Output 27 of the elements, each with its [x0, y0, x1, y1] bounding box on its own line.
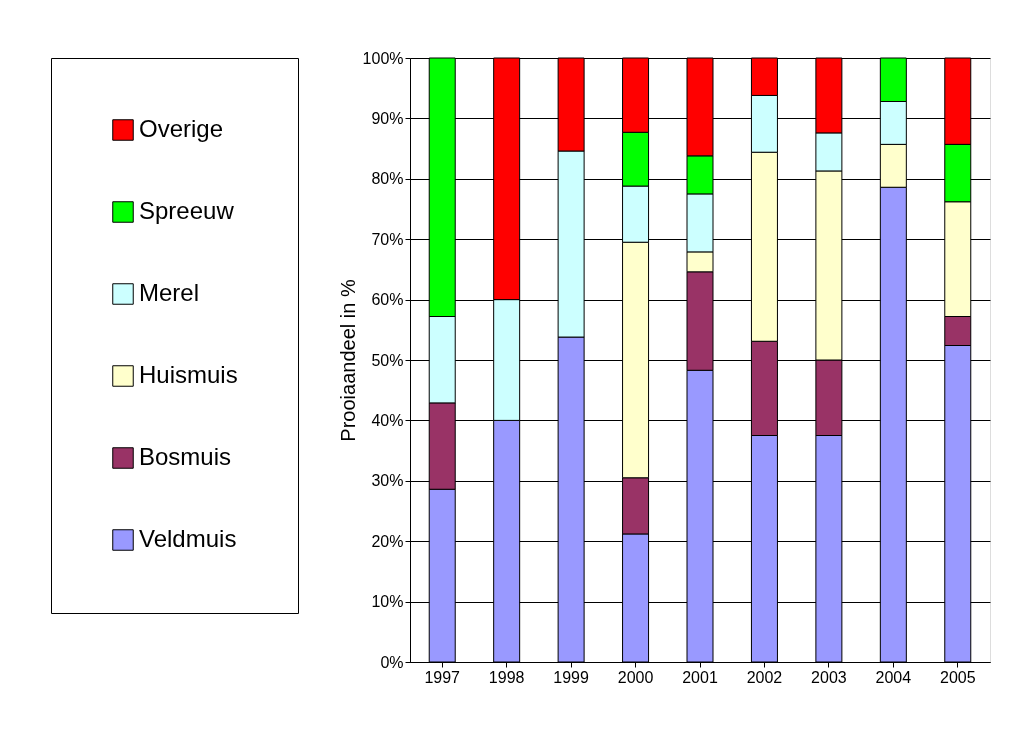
y-tick-label: 40% — [371, 411, 404, 429]
y-tick-label: 20% — [371, 532, 404, 550]
x-tick-label: 1998 — [488, 668, 525, 686]
x-tick-label: 2000 — [617, 668, 654, 686]
x-tick-label: 2002 — [746, 668, 783, 686]
y-tick-label: 60% — [371, 291, 404, 309]
y-tick-label: 100% — [362, 49, 404, 67]
legend-label: Huismuis — [139, 361, 238, 388]
x-tick-label: 2001 — [682, 668, 718, 686]
x-tick-label: 1997 — [424, 668, 461, 686]
x-tick-label: 2004 — [875, 668, 912, 686]
x-tick-label: 2003 — [811, 668, 847, 686]
legend-label: Bosmuis — [139, 443, 232, 470]
legend-label: Overige — [139, 115, 224, 142]
y-tick-label: 50% — [371, 351, 404, 369]
y-axis-title: Prooiaandeel in % — [336, 279, 359, 442]
y-tick-label: 10% — [371, 593, 404, 611]
y-tick-label: 70% — [371, 230, 404, 248]
x-tick-label: 2005 — [939, 668, 976, 686]
x-tick-label: 1999 — [553, 668, 590, 686]
y-tick-label: 90% — [371, 109, 404, 127]
legend-label: Veldmuis — [139, 525, 237, 552]
legend-label: Spreeuw — [139, 197, 235, 224]
legend-label: Merel — [139, 279, 200, 306]
y-tick-label: 80% — [371, 170, 404, 188]
y-tick-label: 0% — [380, 653, 404, 671]
y-tick-label: 30% — [371, 472, 404, 490]
